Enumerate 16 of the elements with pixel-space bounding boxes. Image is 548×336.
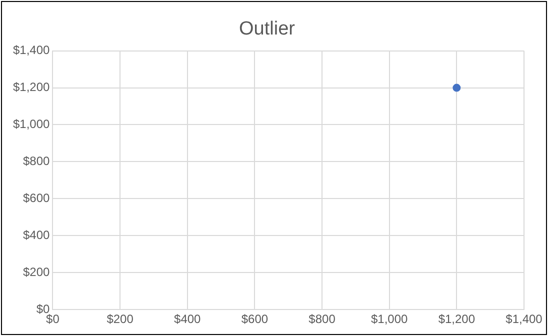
- x-tick-label: $0: [46, 312, 60, 326]
- x-tick-label: $400: [174, 312, 202, 326]
- chart-title: Outlier: [239, 18, 296, 40]
- y-tick-label: $400: [23, 228, 50, 242]
- x-tick-label: $800: [308, 312, 336, 326]
- x-tick-label: $200: [106, 312, 134, 326]
- y-tick-label: $200: [23, 264, 50, 279]
- x-tick-label: $1,000: [370, 312, 408, 326]
- y-tick-label: $1,200: [13, 80, 50, 94]
- x-tick-label: $600: [241, 312, 268, 326]
- y-tick-label: $600: [23, 191, 50, 205]
- y-tick-label: $1,400: [13, 43, 50, 58]
- y-tick-label: $1,000: [13, 117, 50, 132]
- y-tick-label: $800: [23, 154, 50, 168]
- x-tick-label: $1,400: [506, 312, 543, 326]
- x-tick-label: $1,200: [438, 312, 476, 326]
